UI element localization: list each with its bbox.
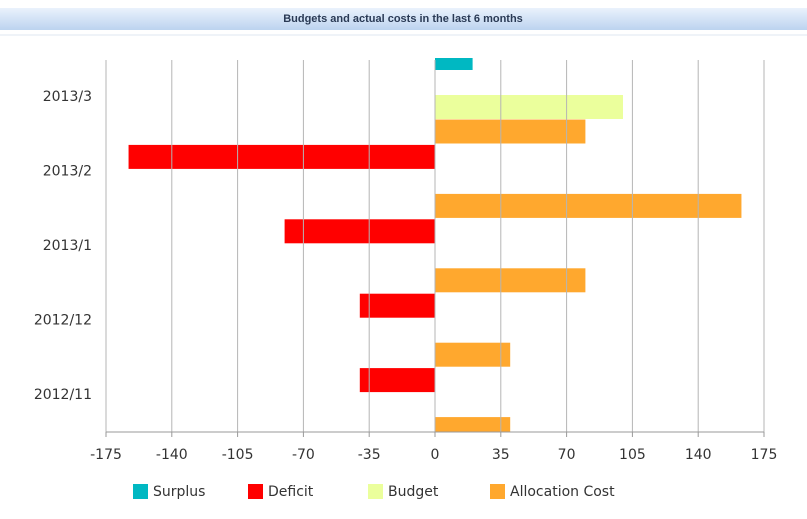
x-tick-label: 0 (431, 447, 440, 463)
legend-label: Allocation Cost (510, 484, 615, 500)
x-tick-label: 140 (685, 447, 712, 463)
legend-swatch (248, 484, 263, 499)
legend-swatch (368, 484, 383, 499)
bar (435, 268, 586, 293)
legend-swatch (133, 484, 148, 499)
bar (435, 342, 511, 367)
y-tick-label: 2013/3 (43, 89, 92, 105)
y-tick-label: 2013/2 (43, 164, 92, 180)
chart-title: Budgets and actual costs in the last 6 m… (283, 13, 523, 25)
legend-label: Surplus (153, 484, 205, 500)
legend-label: Budget (388, 484, 439, 500)
plot-area (128, 58, 742, 432)
x-tick-label: -140 (156, 447, 188, 463)
bar (128, 144, 435, 169)
bar (435, 58, 473, 70)
x-tick-label: 70 (558, 447, 576, 463)
legend-swatch (490, 484, 505, 499)
y-tick-label: 2012/11 (34, 387, 92, 403)
x-tick-label: -105 (222, 447, 254, 463)
bar (435, 119, 586, 144)
x-tick-label: -70 (292, 447, 315, 463)
bar (359, 368, 435, 393)
bar (435, 417, 511, 432)
y-tick-label: 2013/1 (43, 238, 92, 254)
x-tick-label: -175 (90, 447, 122, 463)
title-bar (0, 8, 807, 30)
bar (359, 293, 435, 318)
x-tick-label: 35 (492, 447, 510, 463)
x-tick-label: 105 (619, 447, 646, 463)
y-tick-label: 2012/12 (34, 312, 92, 328)
x-tick-label: 175 (751, 447, 778, 463)
bar (435, 193, 742, 218)
bar (284, 219, 435, 244)
x-tick-label: -35 (358, 447, 381, 463)
bar (435, 95, 623, 119)
legend-label: Deficit (268, 484, 314, 500)
